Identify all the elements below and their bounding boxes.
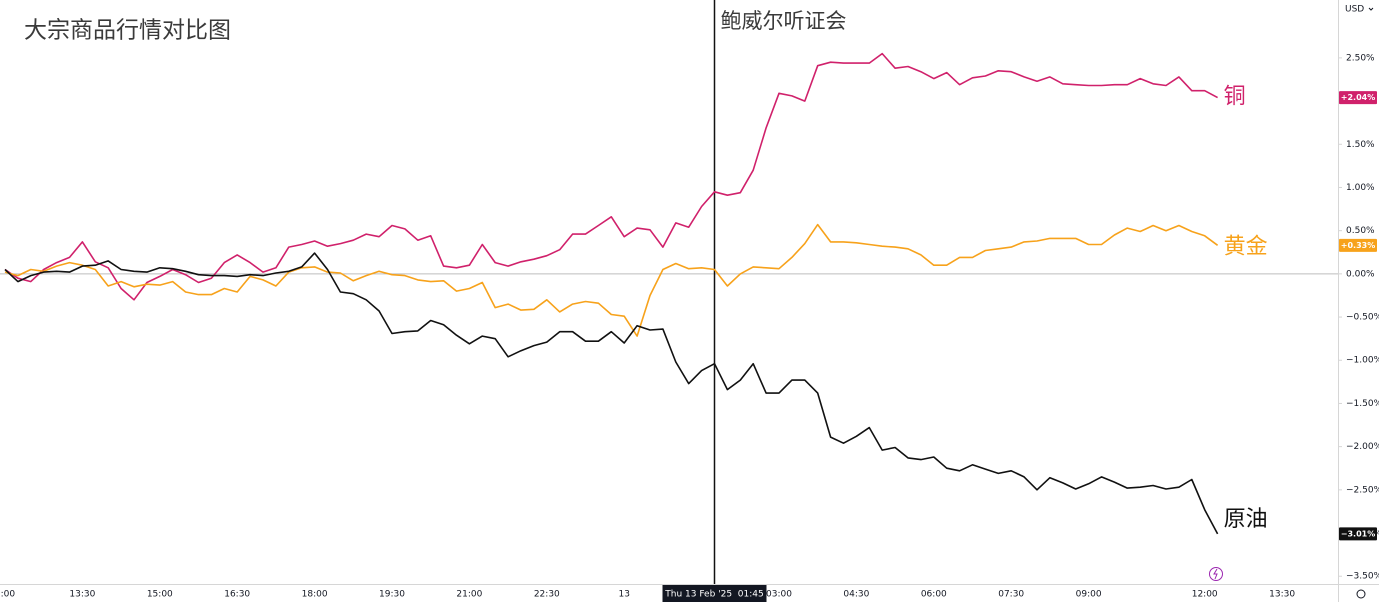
last-value-label: −3.01% [1341, 529, 1375, 538]
y-tick-label: −1.50% [1346, 399, 1379, 409]
x-tick-label: 04:30 [843, 590, 869, 600]
x-tick-label: 13:30 [1269, 590, 1295, 600]
y-tick-label: 1.50% [1346, 140, 1375, 150]
x-tick-label: 13:30 [69, 590, 95, 600]
x-tick-label: 2:00 [0, 590, 15, 600]
x-tick-label: 16:30 [224, 590, 250, 600]
x-tick-label: 06:00 [921, 590, 947, 600]
x-tick-label: 03:00 [766, 590, 792, 600]
x-tick-label: 12:00 [1192, 590, 1218, 600]
x-tick-label: 07:30 [998, 590, 1024, 600]
last-value-label: +2.04% [1341, 93, 1375, 102]
dropdown-icon [1368, 7, 1374, 11]
event-label: 鲍威尔听证会 [721, 9, 847, 33]
lightning-icon[interactable] [1209, 567, 1223, 581]
series-name: 铜 [1224, 85, 1246, 110]
y-tick-label: −2.00% [1346, 442, 1379, 452]
series-line [4, 252, 1219, 535]
last-value-label: +0.33% [1341, 241, 1375, 250]
y-tick-label: 0.50% [1346, 226, 1375, 236]
y-tick-label: −3.50% [1346, 572, 1379, 582]
last-value-badge [1339, 527, 1377, 541]
lightning-glyph [1213, 568, 1218, 580]
series-line [4, 223, 1219, 337]
y-tick-label: 1.00% [1346, 183, 1375, 193]
y-tick-label: −2.50% [1346, 485, 1379, 495]
x-tick-label: 15:00 [147, 590, 173, 600]
y-tick-label: −0.50% [1346, 313, 1379, 323]
currency-button[interactable] [1341, 1, 1377, 16]
x-tick-label: 21:00 [456, 590, 482, 600]
chart-title: 大宗商品行情对比图 [24, 18, 231, 44]
y-tick-label: −1.00% [1346, 356, 1379, 366]
settings-icon[interactable] [1356, 589, 1366, 599]
series-line [4, 52, 1218, 301]
last-value-badge [1339, 238, 1377, 252]
crosshair-label-box [662, 585, 767, 602]
last-value-badge [1339, 91, 1377, 105]
series-name: 黄金 [1224, 234, 1268, 259]
crosshair-label: Thu 13 Feb '25 01:45 [664, 590, 763, 600]
x-tick-label: 22:30 [534, 590, 560, 600]
x-tick-label: 09:00 [1076, 590, 1102, 600]
series-name: 原油 [1224, 507, 1268, 532]
currency[interactable]: USD [1345, 5, 1364, 15]
y-tick-label: 0.00% [1346, 269, 1375, 279]
x-tick-label: 19:30 [379, 590, 405, 600]
y-tick-label: 2.50% [1346, 53, 1375, 63]
x-tick-label: 18:00 [302, 590, 328, 600]
x-tick-label: 13 [618, 590, 629, 600]
